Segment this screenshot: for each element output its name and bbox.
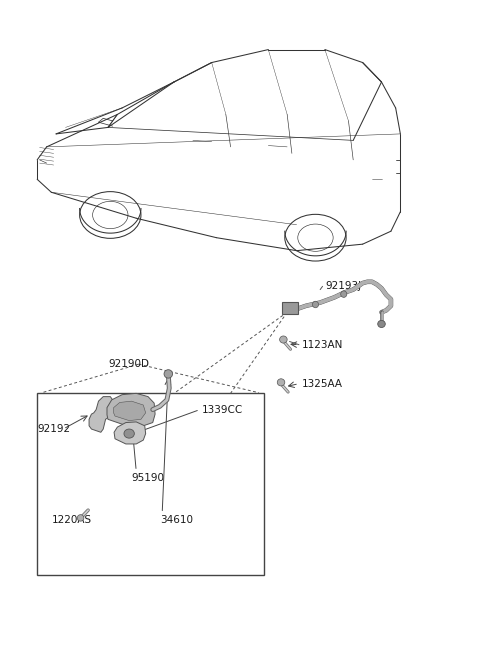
Text: 34610: 34610 <box>160 515 193 525</box>
Ellipse shape <box>277 379 285 386</box>
Ellipse shape <box>341 291 347 298</box>
Bar <box>37 394 264 575</box>
Ellipse shape <box>378 321 385 328</box>
Text: 1325AA: 1325AA <box>301 378 342 389</box>
Text: 1339CC: 1339CC <box>202 405 243 415</box>
Text: 92192: 92192 <box>37 424 70 434</box>
Text: 1123AN: 1123AN <box>301 340 343 350</box>
Polygon shape <box>107 394 155 426</box>
Polygon shape <box>114 422 145 444</box>
Text: 92193J: 92193J <box>325 281 361 291</box>
Text: 1220AS: 1220AS <box>51 515 92 525</box>
Ellipse shape <box>77 514 84 521</box>
Polygon shape <box>114 401 145 420</box>
Text: 92190D: 92190D <box>108 359 149 369</box>
Ellipse shape <box>280 336 287 343</box>
Ellipse shape <box>164 370 172 378</box>
Polygon shape <box>89 397 113 432</box>
Bar <box>282 302 298 313</box>
Text: 95190: 95190 <box>132 472 165 483</box>
Ellipse shape <box>312 302 319 307</box>
Ellipse shape <box>124 429 134 438</box>
